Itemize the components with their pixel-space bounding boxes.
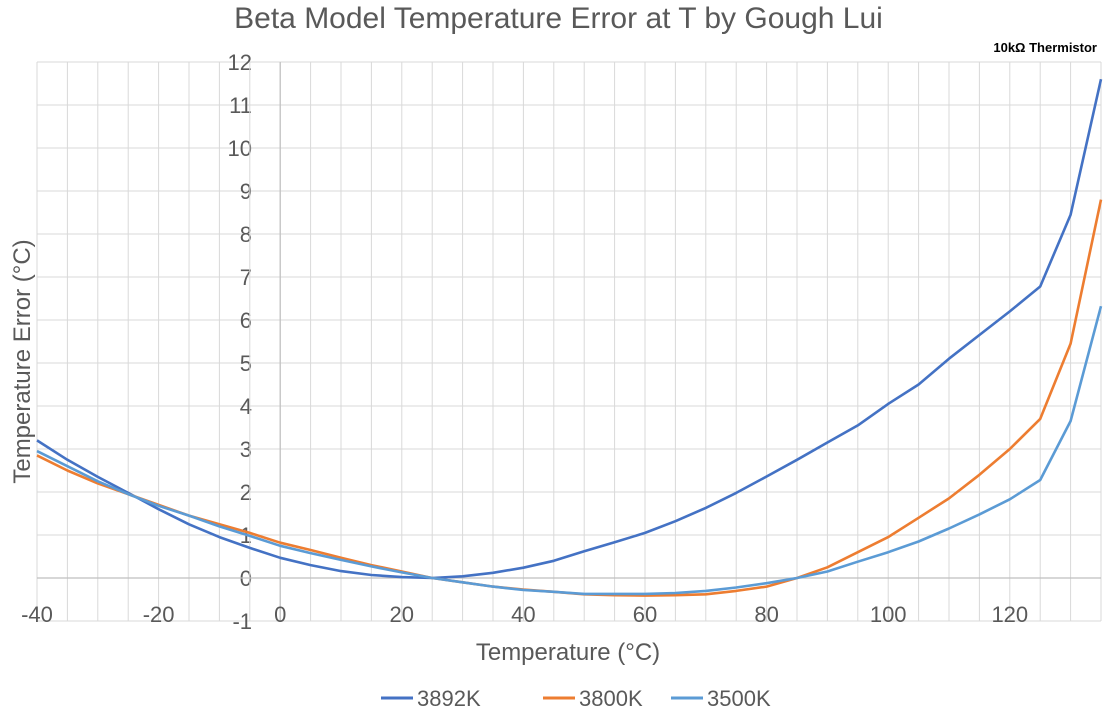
x-tick-label: -40 <box>21 602 53 627</box>
y-tick-label: 8 <box>240 222 252 247</box>
y-tick-label: 5 <box>240 351 252 376</box>
x-tick-label: 60 <box>633 602 657 627</box>
x-tick-label: 0 <box>274 602 286 627</box>
x-tick-label: -20 <box>143 602 175 627</box>
y-tick-label: 12 <box>228 50 252 75</box>
y-tick-label: 3 <box>240 437 252 462</box>
y-tick-label: 10 <box>228 136 252 161</box>
legend-label: 3800K <box>579 686 643 711</box>
series-line-3800k <box>36 199 1103 597</box>
y-tick-label: 6 <box>240 308 252 333</box>
y-tick-label: -1 <box>232 609 252 634</box>
legend-label: 3892K <box>417 686 481 711</box>
x-tick-label: 40 <box>511 602 535 627</box>
x-tick-label: 20 <box>390 602 414 627</box>
y-tick-label: 9 <box>240 179 252 204</box>
legend-label: 3500K <box>707 686 771 711</box>
x-tick-label: 80 <box>754 602 778 627</box>
x-tick-label: 100 <box>870 602 907 627</box>
y-tick-label: 2 <box>240 480 252 505</box>
x-axis-title: Temperature (°C) <box>476 639 660 666</box>
x-tick-label: 120 <box>991 602 1028 627</box>
y-tick-label: 7 <box>240 265 252 290</box>
y-axis-title: Temperature Error (°C) <box>9 239 36 483</box>
chart-title: Beta Model Temperature Error at T by Gou… <box>234 2 883 35</box>
series-line-3892k <box>36 78 1103 580</box>
series-line-3500k <box>36 305 1103 596</box>
y-tick-label: 11 <box>229 93 252 118</box>
y-tick-label: 4 <box>240 394 252 419</box>
chart-subtitle: 10kΩ Thermistor <box>993 40 1097 55</box>
